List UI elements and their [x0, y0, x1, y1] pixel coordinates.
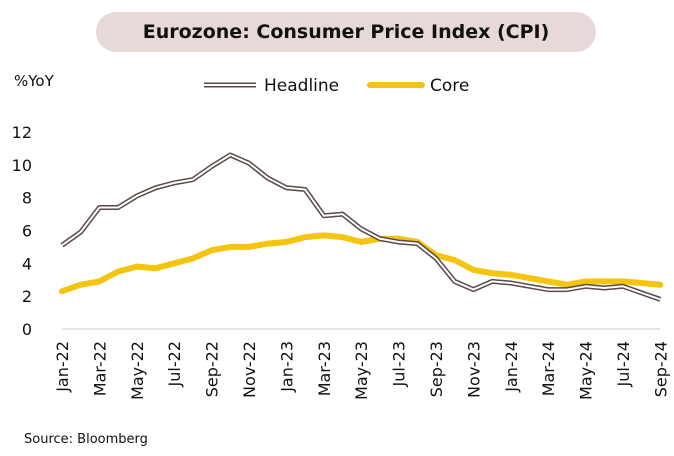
x-tick-label: Jan-23 [277, 341, 296, 393]
x-tick-label: Jul-23 [390, 341, 409, 387]
x-tick-label: Sep-22 [203, 341, 222, 397]
x-tick-label: May-23 [352, 341, 371, 400]
x-tick-label: Sep-23 [427, 341, 446, 397]
x-tick-label: Mar-22 [90, 341, 109, 396]
legend-item-core: Core [367, 76, 469, 96]
y-axis-ticks: 0 2 4 6 8 10 12 [12, 123, 32, 339]
y-tick-label: 4 [22, 254, 32, 273]
y-tick-label: 2 [22, 287, 32, 306]
legend-label-headline: Headline [264, 76, 339, 96]
y-tick-label: 6 [22, 222, 32, 241]
x-tick-label: Jul-24 [614, 341, 633, 387]
x-tick-label: Jul-22 [165, 341, 184, 387]
chart-title: Eurozone: Consumer Price Index (CPI) [96, 12, 596, 52]
series-lines [59, 152, 664, 302]
x-tick-label: Mar-23 [315, 341, 334, 396]
x-tick-label: May-22 [128, 341, 147, 400]
source-note: Source: Bloomberg [24, 432, 148, 447]
series-line-headline [61, 154, 661, 301]
x-axis-ticks: Jan-22 Mar-22 May-22 Jul-22 Sep-22 Nov-22 Jan-… [53, 341, 670, 400]
x-tick-label: May-24 [577, 341, 596, 400]
y-tick-label: 8 [22, 189, 32, 208]
y-tick-label: 0 [22, 320, 32, 339]
legend: Headline Core [204, 76, 469, 96]
x-tick-label: Mar-24 [539, 341, 558, 396]
legend-label-core: Core [430, 76, 469, 96]
y-tick-label: 10 [12, 156, 32, 175]
x-tick-label: Jan-22 [53, 341, 72, 393]
x-tick-label: Sep-24 [651, 341, 670, 397]
series-line-core [59, 232, 664, 295]
series-line-headline-outline [60, 152, 662, 302]
y-axis-label: %YoY [14, 72, 55, 90]
y-tick-label: 12 [12, 123, 32, 142]
legend-item-headline: Headline [204, 76, 339, 96]
x-tick-label: Nov-22 [240, 341, 259, 398]
x-tick-label: Jan-24 [502, 341, 521, 393]
x-tick-label: Nov-23 [464, 341, 483, 398]
